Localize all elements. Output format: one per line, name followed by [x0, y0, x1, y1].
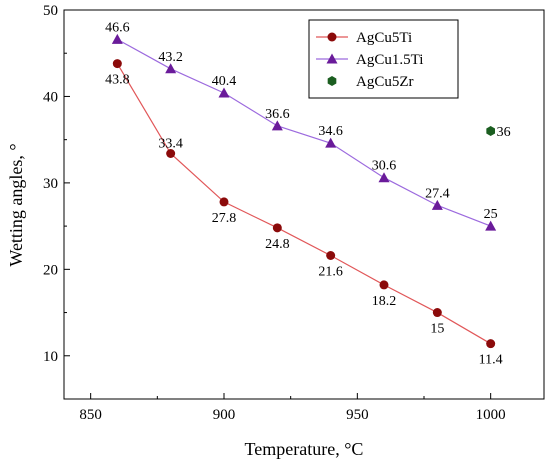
x-axis-title: Temperature, °C [245, 439, 364, 459]
y-tick-label: 20 [43, 262, 58, 278]
data-point [218, 87, 230, 98]
data-point [378, 172, 390, 183]
data-point [326, 251, 336, 261]
x-tick-label: 950 [346, 407, 369, 423]
data-label: 43.8 [105, 73, 130, 88]
legend-item: AgCu5Ti [316, 30, 412, 46]
data-label: 27.4 [425, 186, 450, 201]
data-point [272, 223, 282, 233]
y-tick-label: 30 [43, 176, 58, 192]
series-line [117, 38, 491, 227]
y-tick-label: 50 [43, 3, 58, 19]
data-point [486, 126, 495, 137]
legend-label: AgCu1.5Ti [356, 52, 423, 68]
x-tick-label: 1000 [476, 407, 506, 423]
y-tick-label: 10 [43, 349, 58, 365]
y-axis: 10 20 30 40 50 [43, 3, 70, 400]
data-label: 43.2 [158, 50, 183, 65]
legend-marker [326, 53, 338, 64]
data-label: 36 [497, 125, 511, 140]
series-line [116, 63, 491, 345]
data-point [166, 148, 176, 158]
data-labels: 43.8 33.4 27.8 24.8 21.6 18.2 15 11.4 46.6 43.2 40… [105, 20, 511, 367]
data-label: 15 [430, 322, 444, 337]
data-point [431, 199, 443, 210]
x-axis: 850 900 950 1000 [79, 393, 506, 423]
x-tick-label: 850 [79, 407, 102, 423]
data-point [379, 280, 389, 290]
x-tick-label: 900 [213, 407, 236, 423]
data-point [111, 33, 123, 44]
legend-item: AgCu1.5Ti [316, 52, 423, 68]
legend-item: AgCu5Zr [327, 74, 414, 90]
legend-marker [327, 32, 337, 42]
data-label: 33.4 [158, 136, 183, 151]
series-AgCu5Ti [112, 59, 496, 349]
y-tick-label: 40 [43, 89, 58, 105]
data-label: 30.6 [372, 159, 397, 174]
data-point [271, 120, 283, 131]
legend-label: AgCu5Ti [356, 30, 412, 46]
series-AgCu1.5Ti [111, 33, 497, 231]
data-label: 46.6 [105, 20, 130, 35]
legend: AgCu5Ti AgCu1.5Ti AgCu5Zr [308, 19, 459, 99]
data-label: 34.6 [318, 124, 343, 139]
series-layer [111, 33, 497, 349]
data-point [485, 220, 497, 231]
y-axis-title: Wetting angles, ° [6, 143, 26, 266]
data-label: 18.2 [372, 294, 397, 309]
data-point [486, 339, 496, 349]
data-label: 21.6 [318, 265, 343, 280]
data-point [112, 59, 122, 69]
legend-marker [327, 76, 337, 86]
plot-frame [63, 9, 545, 400]
legend-label: AgCu5Zr [356, 74, 414, 90]
data-label: 36.6 [265, 107, 290, 122]
data-point [432, 308, 442, 318]
data-label: 25 [484, 207, 498, 222]
data-label: 27.8 [212, 211, 237, 226]
data-label: 11.4 [479, 353, 503, 368]
series-AgCu5Zr [486, 126, 495, 137]
data-point [325, 137, 337, 148]
data-label: 24.8 [265, 237, 290, 252]
data-label: 40.4 [212, 74, 237, 89]
data-point [165, 63, 177, 74]
data-point [219, 197, 229, 207]
